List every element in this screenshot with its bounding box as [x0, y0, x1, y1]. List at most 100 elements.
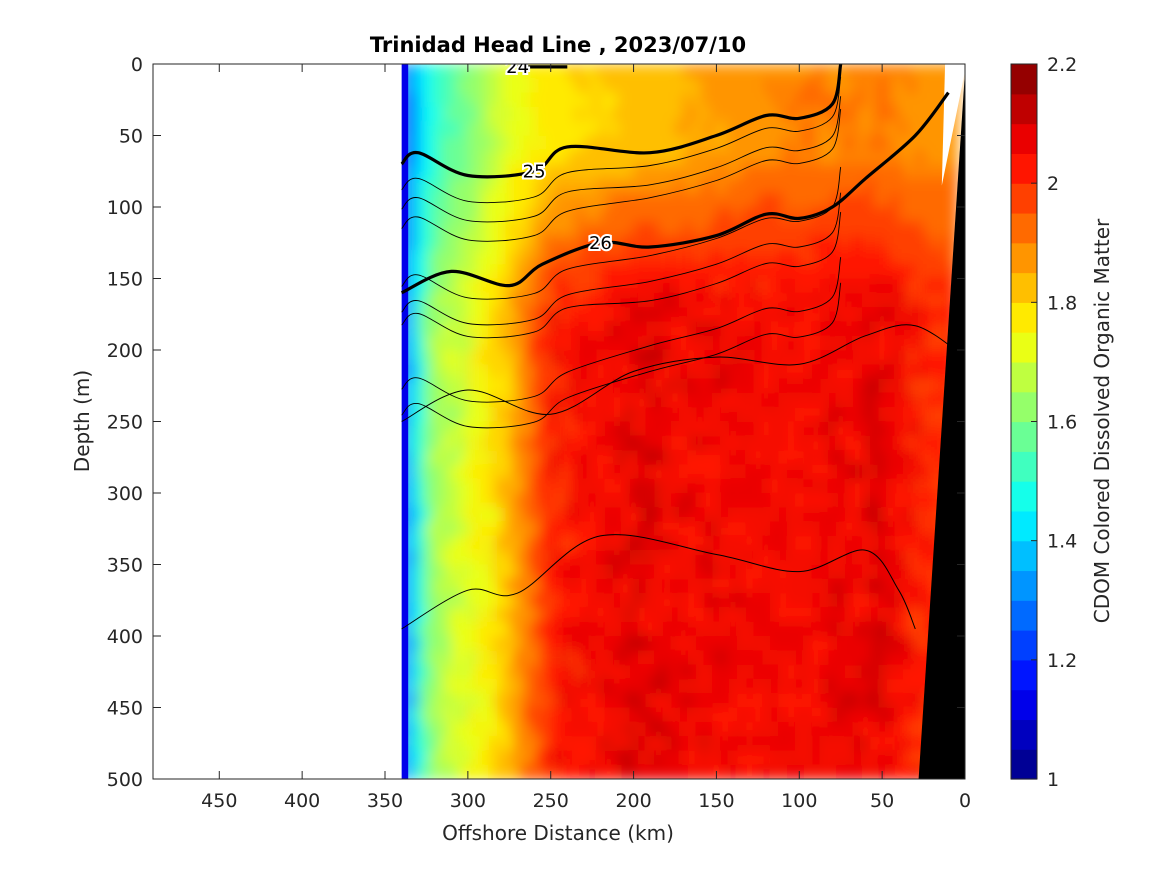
cdom-cell — [650, 535, 660, 552]
cdom-cell — [542, 378, 553, 395]
cdom-cell — [733, 392, 743, 409]
cdom-cell — [484, 421, 495, 438]
cdom-cell — [559, 178, 569, 195]
cdom-cell — [625, 64, 636, 80]
cdom-cell — [857, 149, 868, 166]
cdom-cell — [815, 135, 826, 152]
cdom-cell — [625, 693, 636, 709]
cdom-cell — [633, 764, 644, 779]
cdom-cell — [807, 335, 818, 352]
cdom-cell — [633, 493, 644, 509]
cdom-cell — [567, 764, 578, 779]
cdom-cell — [501, 192, 511, 209]
cdom-cell — [459, 335, 470, 352]
cdom-cell — [426, 278, 437, 295]
cdom-cell — [434, 721, 445, 738]
cdom-cell — [931, 192, 942, 209]
cdom-cell — [691, 521, 702, 538]
cdom-cell — [525, 307, 536, 323]
cdom-cell — [675, 721, 685, 738]
cdom-cell — [873, 407, 884, 423]
cdom-cell — [476, 650, 486, 667]
cdom-cell — [484, 249, 495, 266]
cdom-cell — [915, 507, 926, 524]
cdom-cell — [542, 121, 553, 137]
cdom-cell — [542, 564, 553, 581]
cdom-cell — [418, 350, 428, 366]
cdom-cell — [931, 493, 942, 509]
cdom-cell — [641, 678, 652, 695]
cdom-cell — [418, 636, 428, 652]
cdom-cell — [517, 78, 528, 95]
cdom-cell — [791, 335, 801, 352]
cdom-cell — [484, 192, 495, 209]
cdom-cell — [658, 750, 669, 767]
cdom-cell — [666, 278, 677, 295]
cdom-cell — [443, 121, 453, 137]
cdom-cell — [459, 450, 470, 466]
cdom-cell — [807, 407, 818, 423]
cdom-cell — [840, 106, 851, 123]
cdom-cell — [608, 335, 619, 352]
cdom-cell — [567, 678, 578, 695]
cdom-cell — [799, 164, 810, 180]
cdom-cell — [550, 392, 561, 409]
colorbar-segment — [1011, 689, 1037, 721]
cdom-cell — [699, 178, 710, 195]
cdom-cell — [716, 378, 727, 395]
cdom-cell — [550, 464, 561, 481]
cdom-cell — [534, 292, 544, 309]
cdom-cell — [923, 106, 934, 123]
cdom-cell — [608, 421, 619, 438]
cdom-cell — [467, 64, 478, 80]
cdom-cell — [559, 493, 569, 509]
cdom-cell — [542, 178, 553, 195]
cdom-cell — [467, 264, 478, 280]
cdom-cell — [716, 307, 727, 323]
cdom-cell — [633, 106, 644, 123]
cdom-cell — [658, 135, 669, 152]
cdom-cell — [832, 578, 843, 595]
cdom-cell — [873, 450, 884, 466]
cdom-cell — [716, 693, 727, 709]
cdom-cell — [890, 621, 901, 638]
cdom-cell — [675, 278, 685, 295]
cdom-cell — [832, 736, 843, 752]
cdom-cell — [550, 321, 561, 338]
cdom-cell — [641, 507, 652, 524]
cdom-cell — [865, 106, 876, 123]
cdom-cell — [550, 707, 561, 724]
cdom-cell — [882, 636, 892, 652]
cdom-cell — [617, 636, 627, 652]
cdom-cell — [683, 678, 694, 695]
cdom-cell — [724, 707, 735, 724]
cdom-cell — [907, 593, 917, 609]
cdom-cell — [708, 493, 718, 509]
cdom-cell — [898, 621, 909, 638]
cdom-cell — [749, 307, 760, 323]
cdom-cell — [650, 664, 660, 681]
cdom-cell — [716, 678, 727, 695]
cdom-cell — [733, 249, 743, 266]
cdom-cell — [525, 478, 536, 495]
cdom-cell — [915, 364, 926, 381]
cdom-cell — [741, 178, 752, 195]
cdom-cell — [409, 521, 420, 538]
cdom-cell — [782, 392, 793, 409]
cdom-cell — [459, 64, 470, 80]
cdom-cell — [501, 664, 511, 681]
cdom-cell — [509, 507, 520, 524]
cdom-cell — [699, 478, 710, 495]
cdom-cell — [559, 421, 569, 438]
cdom-cell — [699, 564, 710, 581]
cdom-cell — [509, 321, 520, 338]
cdom-cell — [484, 636, 495, 652]
cdom-cell — [418, 392, 428, 409]
cdom-cell — [733, 106, 743, 123]
cdom-cell — [567, 350, 578, 366]
cdom-cell — [534, 106, 544, 123]
cdom-cell — [517, 106, 528, 123]
cdom-cell — [550, 521, 561, 538]
cdom-cell — [641, 121, 652, 137]
cdom-cell — [476, 149, 486, 166]
